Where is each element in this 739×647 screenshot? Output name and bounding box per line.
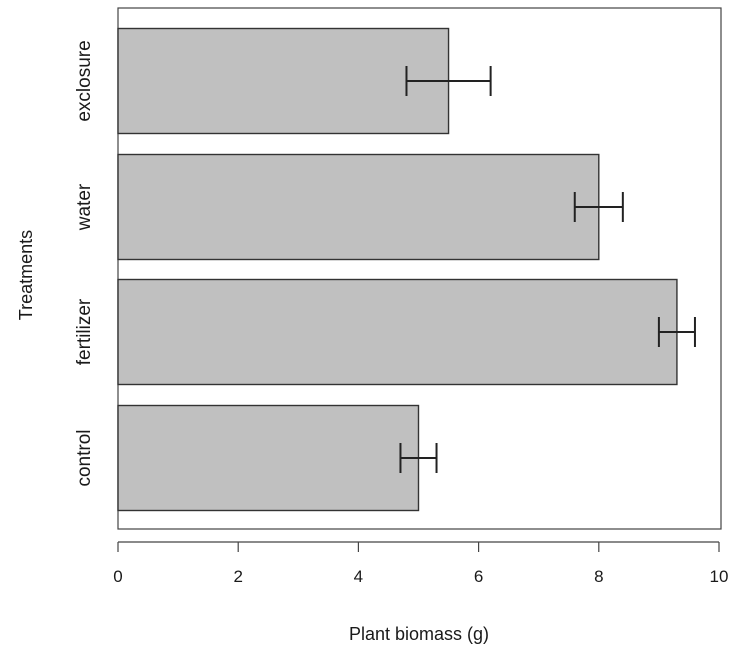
y-axis-title: Treatments <box>16 230 36 320</box>
x-tick-label-8: 8 <box>594 567 603 586</box>
plot-frame <box>117 7 722 530</box>
bar-water <box>117 153 600 261</box>
bars-group <box>117 27 678 512</box>
x-axis: 0 2 4 6 8 10 <box>113 541 729 586</box>
x-tick-label-4: 4 <box>354 567 363 586</box>
category-label-exclosure: exclosure <box>74 40 95 121</box>
x-tick-label-10: 10 <box>710 567 729 586</box>
error-bar-water <box>573 192 624 222</box>
error-bar-exclosure <box>405 66 492 96</box>
error-bar-control <box>399 443 438 473</box>
bar-fertilizer <box>117 278 678 386</box>
bar-control <box>117 404 420 512</box>
category-label-water: water <box>74 183 95 231</box>
error-bar-fertilizer <box>657 317 696 347</box>
y-category-labels: control fertilizer water exclosure <box>74 40 95 486</box>
category-label-fertilizer: fertilizer <box>74 298 95 365</box>
x-tick-label-6: 6 <box>474 567 483 586</box>
x-tick-label-2: 2 <box>233 567 242 586</box>
category-label-control: control <box>74 429 95 486</box>
x-axis-title: Plant biomass (g) <box>349 624 489 644</box>
x-tick-label-0: 0 <box>113 567 122 586</box>
error-bars-group <box>399 66 696 473</box>
bar-exclosure <box>117 27 450 135</box>
